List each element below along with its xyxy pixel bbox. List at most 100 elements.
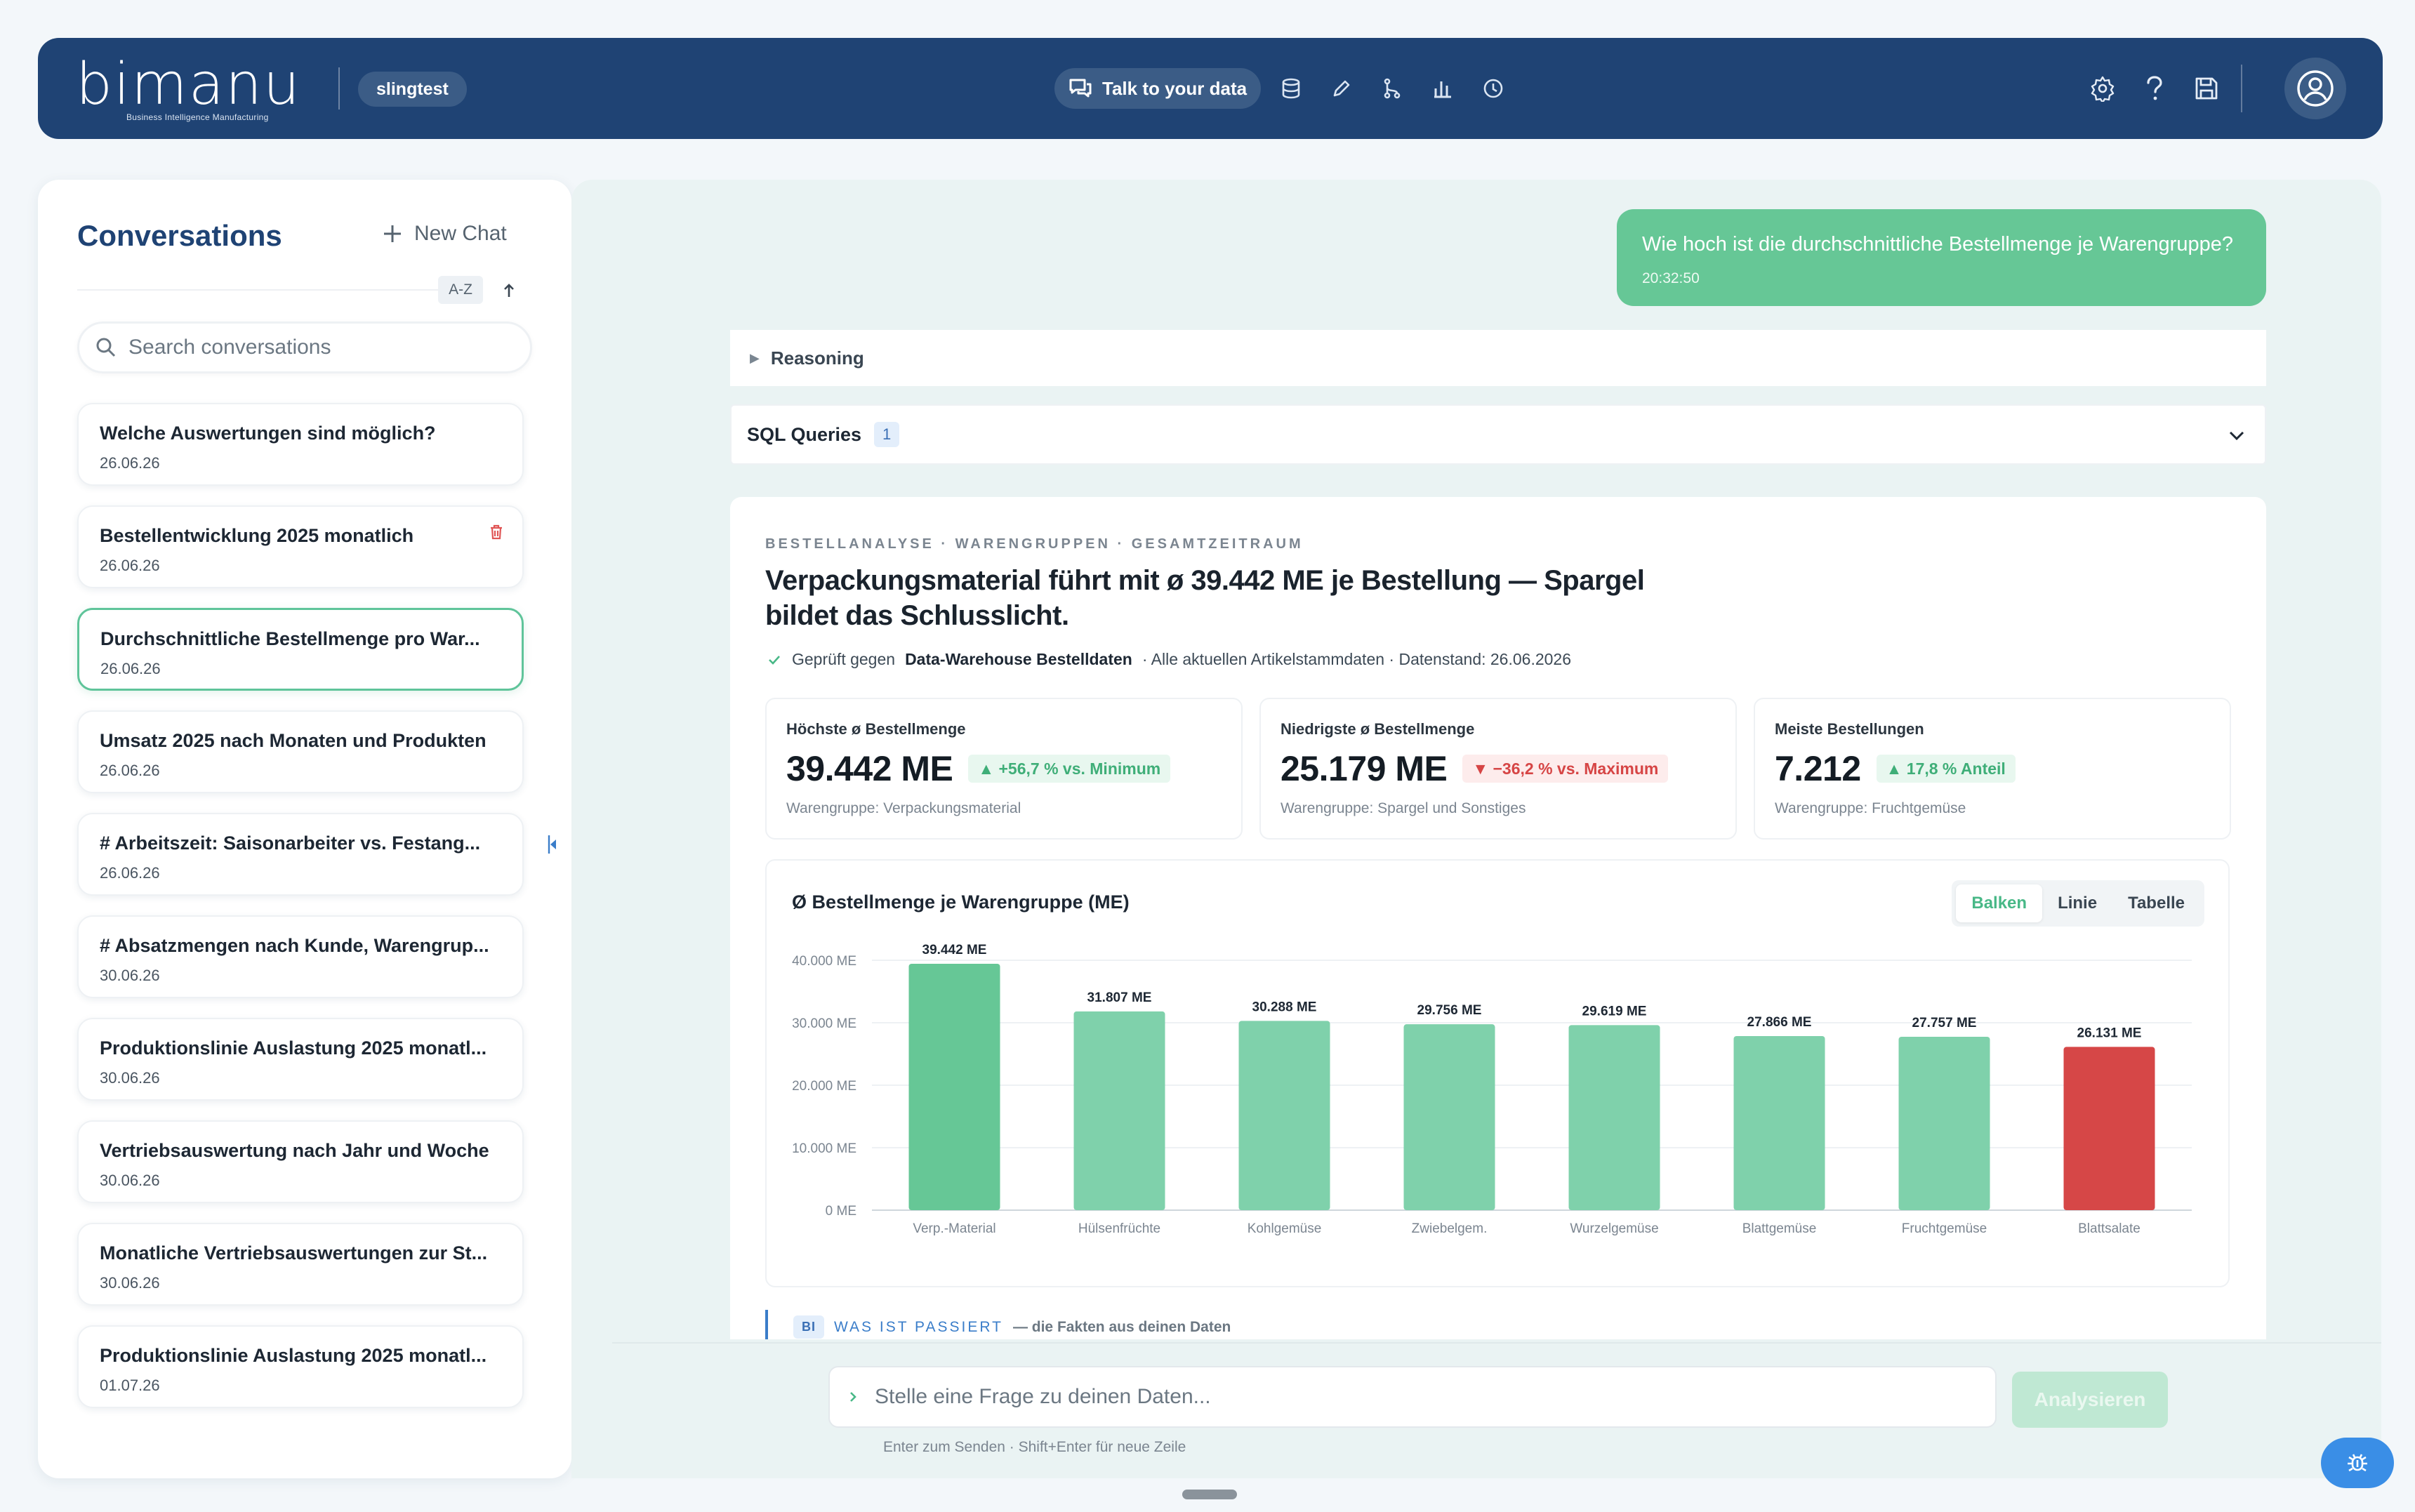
save-button[interactable] bbox=[2186, 68, 2227, 109]
bar-value-label: 30.288 ME bbox=[1252, 1000, 1317, 1014]
conversation-title: Welche Auswertungen sind möglich? bbox=[100, 423, 436, 444]
reasoning-toggle[interactable]: ▶ Reasoning bbox=[730, 330, 2266, 386]
kpi-badge: ▲ +56,7 % vs. Minimum bbox=[968, 755, 1171, 783]
chevron-right-icon bbox=[850, 1392, 856, 1402]
conversation-date: 30.06.26 bbox=[100, 967, 160, 984]
section-description: — die Fakten aus deinen Daten bbox=[1012, 1318, 1231, 1335]
chat-icon bbox=[1069, 79, 1092, 98]
nav-talk-to-your-data[interactable]: Talk to your data bbox=[1054, 68, 1262, 109]
kpi-subtext: Warengruppe: Spargel und Sonstiges bbox=[1281, 800, 1526, 816]
chart-title: Ø Bestellmenge je Warengruppe (ME) bbox=[792, 891, 1130, 913]
chart-tab-tabelle[interactable]: Tabelle bbox=[2128, 894, 2185, 913]
y-tick-label: 30.000 ME bbox=[792, 1016, 856, 1031]
conversation-list: Welche Auswertungen sind möglich? 26.06.2… bbox=[77, 403, 524, 1428]
x-tick-label: Blattgemüse bbox=[1742, 1221, 1817, 1236]
nav-talk-label: Talk to your data bbox=[1102, 77, 1248, 99]
nav-database[interactable] bbox=[1271, 68, 1311, 109]
flow-icon bbox=[1384, 78, 1401, 99]
plus-icon bbox=[384, 225, 401, 242]
trash-icon bbox=[491, 524, 502, 540]
y-tick-label: 0 ME bbox=[826, 1204, 856, 1219]
delete-conversation-button[interactable] bbox=[489, 524, 504, 544]
chart-tab-balken[interactable]: Balken bbox=[1956, 884, 2043, 922]
analyze-button[interactable]: Analysieren bbox=[2012, 1372, 2168, 1428]
conversation-date: 26.06.26 bbox=[100, 454, 160, 472]
conversation-title: Monatliche Vertriebsauswertungen zur St.… bbox=[100, 1242, 488, 1264]
logo[interactable]: bimanu Business Intelligence Manufacturi… bbox=[76, 51, 301, 123]
chart-card: Ø Bestellmenge je Warengruppe (ME) Balke… bbox=[765, 859, 2230, 1287]
sidebar-collapse-handle[interactable] bbox=[548, 833, 557, 856]
scroll-indicator[interactable] bbox=[1182, 1490, 1237, 1499]
section-title: WAS IST PASSIERT bbox=[834, 1318, 1003, 1335]
question-input[interactable] bbox=[875, 1385, 1928, 1409]
conversation-item[interactable]: Durchschnittliche Bestellmenge pro War..… bbox=[77, 608, 524, 691]
pencil-icon bbox=[1333, 80, 1350, 97]
conversation-item[interactable]: Produktionslinie Auslastung 2025 monatl.… bbox=[77, 1018, 524, 1101]
nav-flow[interactable] bbox=[1372, 68, 1412, 109]
conversation-date: 30.06.26 bbox=[100, 1069, 160, 1087]
y-tick-label: 10.000 ME bbox=[792, 1141, 856, 1156]
bar bbox=[1238, 1021, 1330, 1210]
conversation-item[interactable]: Monatliche Vertriebsauswertungen zur St.… bbox=[77, 1223, 524, 1306]
conversation-item[interactable]: # Arbeitszeit: Saisonarbeiter vs. Festan… bbox=[77, 813, 524, 896]
kpi-value: 39.442 ME bbox=[786, 749, 953, 788]
conversation-item[interactable]: Bestellentwicklung 2025 monatlich 26.06.2… bbox=[77, 505, 524, 588]
sql-queries-toggle[interactable]: SQL Queries 1 bbox=[730, 404, 2266, 465]
user-message-text: Wie hoch ist die durchschnittliche Beste… bbox=[1642, 233, 2233, 256]
answer-card: BESTELLANALYSE · WARENGRUPPEN · GESAMTZE… bbox=[730, 497, 2266, 1339]
conversation-title: Vertriebsauswertung nach Jahr und Woche bbox=[100, 1140, 489, 1161]
main-nav: Talk to your data bbox=[1054, 68, 1514, 109]
user-message: Wie hoch ist die durchschnittliche Beste… bbox=[1617, 209, 2266, 306]
conversation-item[interactable]: Produktionslinie Auslastung 2025 monatl.… bbox=[77, 1325, 524, 1408]
nav-charts[interactable] bbox=[1422, 68, 1463, 109]
conversation-date: 30.06.26 bbox=[100, 1274, 160, 1292]
kpi-label: Meiste Bestellungen bbox=[1775, 720, 1924, 738]
conversation-date: 26.06.26 bbox=[100, 864, 160, 882]
conversation-date: 26.06.26 bbox=[100, 557, 160, 574]
bar bbox=[2063, 1047, 2155, 1210]
logo-wordmark: bimanu bbox=[76, 51, 301, 118]
x-tick-label: Hülsenfrüchte bbox=[1078, 1221, 1160, 1236]
answer-eyebrow: BESTELLANALYSE · WARENGRUPPEN · GESAMTZE… bbox=[765, 536, 1304, 552]
kpi-card: Niedrigste ø Bestellmenge 25.179 ME ▼ −3… bbox=[1259, 698, 1737, 840]
sort-direction-button[interactable] bbox=[498, 277, 520, 305]
new-chat-button[interactable]: New Chat bbox=[382, 222, 507, 246]
bar-value-label: 31.807 ME bbox=[1087, 990, 1152, 1005]
kpi-subtext: Warengruppe: Fruchtgemüse bbox=[1775, 800, 1966, 816]
nav-editor[interactable] bbox=[1321, 68, 1362, 109]
conversation-item[interactable]: Welche Auswertungen sind möglich? 26.06.2… bbox=[77, 403, 524, 486]
conversation-item[interactable]: # Absatzmengen nach Kunde, Warengrup... 3… bbox=[77, 915, 524, 998]
user-icon bbox=[2297, 70, 2334, 107]
kpi-label: Niedrigste ø Bestellmenge bbox=[1281, 720, 1475, 738]
x-tick-label: Wurzelgemüse bbox=[1570, 1221, 1658, 1236]
kpi-label: Höchste ø Bestellmenge bbox=[786, 720, 966, 738]
conversation-item[interactable]: Umsatz 2025 nach Monaten und Produkten 26… bbox=[77, 710, 524, 793]
chart-tab-linie[interactable]: Linie bbox=[2058, 894, 2098, 913]
y-tick-label: 40.000 ME bbox=[792, 954, 856, 969]
bar bbox=[1898, 1036, 1990, 1210]
help-button[interactable] bbox=[2134, 68, 2175, 109]
sort-toggle[interactable]: A-Z bbox=[438, 276, 483, 304]
gear-icon bbox=[2091, 76, 2115, 102]
conversation-item[interactable]: Vertriebsauswertung nach Jahr und Woche 3… bbox=[77, 1120, 524, 1203]
conversation-title: Bestellentwicklung 2025 monatlich bbox=[100, 525, 414, 546]
nav-history[interactable] bbox=[1473, 68, 1514, 109]
search-box[interactable] bbox=[77, 321, 532, 373]
verified-suffix: · Alle aktuellen Artikelstammdaten · Dat… bbox=[1142, 650, 1571, 668]
header-divider bbox=[338, 67, 340, 110]
bar bbox=[1568, 1025, 1660, 1210]
settings-button[interactable] bbox=[2082, 68, 2123, 109]
conversation-title: Produktionslinie Auslastung 2025 monatl.… bbox=[100, 1345, 487, 1366]
kpi-subtext: Warengruppe: Verpackungsmaterial bbox=[786, 800, 1021, 816]
x-tick-label: Blattsalate bbox=[2078, 1221, 2141, 1236]
conversation-title: # Absatzmengen nach Kunde, Warengrup... bbox=[100, 935, 489, 956]
question-box[interactable] bbox=[828, 1366, 1997, 1428]
bar bbox=[1073, 1011, 1165, 1210]
conversation-title: Durchschnittliche Bestellmenge pro War..… bbox=[100, 628, 480, 649]
kpi-value: 25.179 ME bbox=[1281, 749, 1448, 788]
search-input[interactable] bbox=[128, 336, 522, 359]
tenant-badge[interactable]: slingtest bbox=[358, 72, 467, 107]
debug-button[interactable] bbox=[2321, 1438, 2394, 1488]
x-tick-label: Zwiebelgem. bbox=[1412, 1221, 1488, 1236]
user-avatar[interactable] bbox=[2284, 58, 2346, 119]
